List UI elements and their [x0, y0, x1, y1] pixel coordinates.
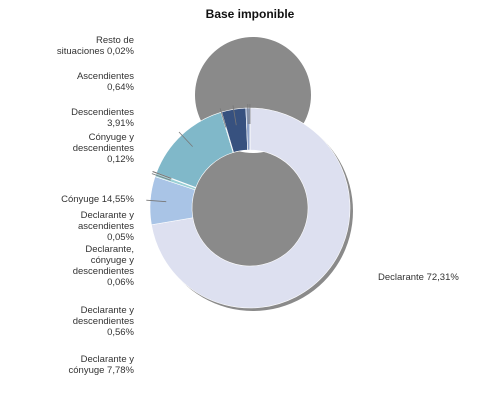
leader-declarante-y-ascendientes-0-05 — [152, 170, 172, 179]
leader-conyuge-y-descendientes-0-12 — [219, 108, 227, 128]
label-conyuge-y-descendientes-0-12: Cónyuge y descendientes 0,12% — [73, 132, 135, 165]
slice-declarante-72-31[interactable] — [151, 107, 351, 309]
label-declarante-conyuge-y-descendientes-0-06: Declarante, cónyuge y descendientes 0,06% — [73, 244, 135, 288]
label-ascendientes-0-64: Ascendientes 0,64% — [77, 71, 135, 93]
label-declarante-72-31: Declarante 72,31% — [378, 272, 459, 283]
label-conyuge-14-55: Cónyuge 14,55% — [61, 194, 134, 205]
label-declarante-y-conyuge-7-78: Declarante y cónyuge 7,78% — [69, 354, 135, 376]
label-declarante-y-descendientes-0-56: Declarante y descendientes 0,56% — [73, 305, 135, 338]
chart-title: Base imponible — [205, 7, 295, 21]
leader-conyuge-14-55 — [178, 131, 193, 147]
label-resto-de-situaciones-0-02: Resto de situaciones 0,02% — [57, 35, 135, 57]
leader-declarante-y-conyuge-7-78 — [146, 199, 167, 203]
label-descendientes-3-91: Descendientes 3,91% — [71, 107, 134, 129]
leader-declarante-y-descendientes-0-56 — [151, 173, 171, 181]
leader-descendientes-3-91 — [232, 105, 237, 126]
label-declarante-y-ascendientes-0-05: Declarante y ascendientes 0,05% — [78, 210, 135, 243]
